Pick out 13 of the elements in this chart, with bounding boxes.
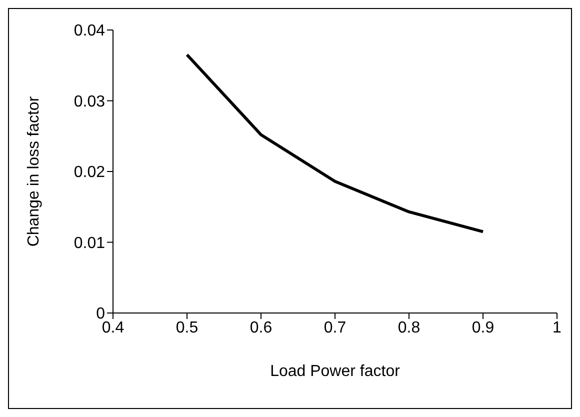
x-tick-label: 0.8 bbox=[398, 319, 420, 336]
x-tick-label: 0.5 bbox=[176, 319, 198, 336]
y-axis-title: Change in loss factor bbox=[26, 96, 43, 247]
y-tick-label: 0.03 bbox=[74, 93, 106, 110]
x-tick-label: 1 bbox=[552, 319, 562, 336]
y-tick-label: 0.02 bbox=[74, 164, 106, 182]
x-tick-label: 0.7 bbox=[324, 319, 346, 336]
x-axis-title: Load Power factor bbox=[270, 363, 401, 380]
y-tick-label: 0.04 bbox=[74, 22, 106, 40]
y-tick-label: 0.01 bbox=[74, 234, 106, 252]
x-tick-label: 0.9 bbox=[472, 319, 494, 336]
x-tick-label: 0.6 bbox=[250, 319, 272, 336]
line-series bbox=[186, 53, 484, 234]
